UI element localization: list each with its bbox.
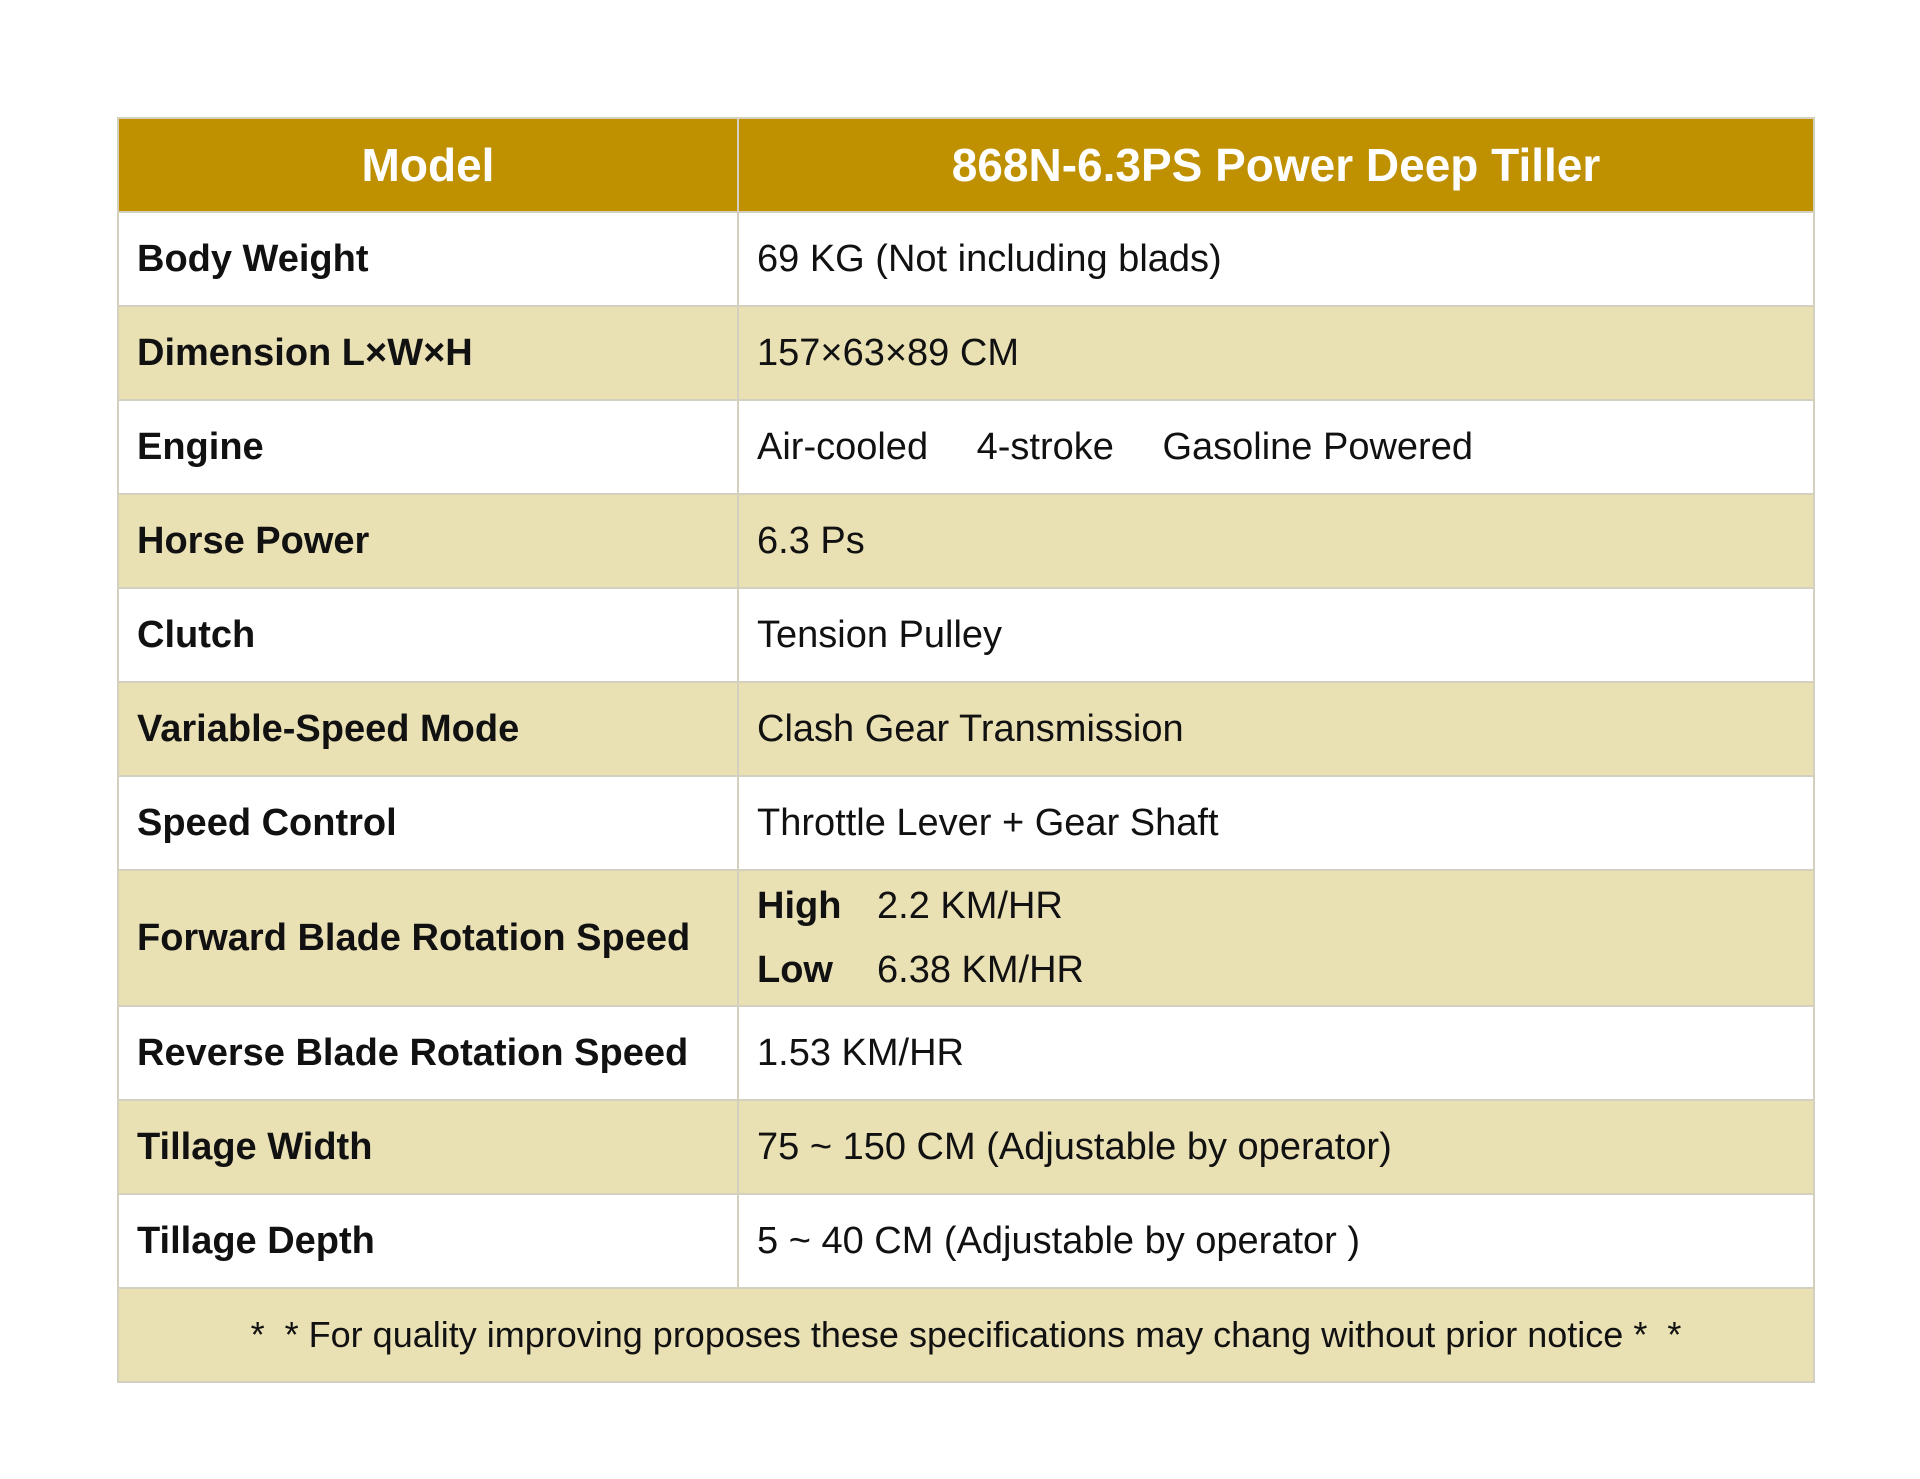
row-tillage-depth: Tillage Depth 5 ~ 40 CM (Adjustable by o… xyxy=(117,1193,1815,1289)
footnote-row: * * For quality improving proposes these… xyxy=(117,1287,1815,1383)
row-engine: Engine Air-cooled 4-stroke Gasoline Powe… xyxy=(117,399,1815,495)
label-horse-power: Horse Power xyxy=(117,493,739,589)
row-tillage-width: Tillage Width 75 ~ 150 CM (Adjustable by… xyxy=(117,1099,1815,1195)
label-variable-speed-mode: Variable-Speed Mode xyxy=(117,681,739,777)
row-dimension: Dimension L×W×H 157×63×89 CM xyxy=(117,305,1815,401)
forward-speed-low-label: Low xyxy=(757,949,833,991)
header-model: Model xyxy=(117,117,739,213)
footnote: * * For quality improving proposes these… xyxy=(117,1287,1815,1383)
value-horse-power: 6.3 Ps xyxy=(737,493,1815,589)
row-speed-control: Speed Control Throttle Lever + Gear Shaf… xyxy=(117,775,1815,871)
forward-speed-high-value: 2.2 KM/HR xyxy=(877,885,1063,927)
label-speed-control: Speed Control xyxy=(117,775,739,871)
forward-speed-high-label: High xyxy=(757,885,842,927)
row-horse-power: Horse Power 6.3 Ps xyxy=(117,493,1815,589)
value-dimension: 157×63×89 CM xyxy=(737,305,1815,401)
value-body-weight: 69 KG (Not including blads) xyxy=(737,211,1815,307)
label-reverse-blade-speed: Reverse Blade Rotation Speed xyxy=(117,1005,739,1101)
row-reverse-blade-speed: Reverse Blade Rotation Speed 1.53 KM/HR xyxy=(117,1005,1815,1101)
label-engine: Engine xyxy=(117,399,739,495)
label-forward-blade-speed: Forward Blade Rotation Speed xyxy=(117,869,739,1007)
header-row: Model 868N-6.3PS Power Deep Tiller xyxy=(117,117,1815,213)
value-reverse-blade-speed: 1.53 KM/HR xyxy=(737,1005,1815,1101)
value-engine: Air-cooled 4-stroke Gasoline Powered xyxy=(737,399,1815,495)
label-tillage-depth: Tillage Depth xyxy=(117,1193,739,1289)
value-forward-blade-speed: High 2.2 KM/HR Low 6.38 KM/HR xyxy=(737,869,1815,1007)
label-tillage-width: Tillage Width xyxy=(117,1099,739,1195)
row-forward-blade-speed: Forward Blade Rotation Speed High 2.2 KM/… xyxy=(117,869,1815,1007)
value-variable-speed-mode: Clash Gear Transmission xyxy=(737,681,1815,777)
forward-speed-high: High 2.2 KM/HR xyxy=(757,874,1795,938)
label-dimension: Dimension L×W×H xyxy=(117,305,739,401)
forward-speed-low: Low 6.38 KM/HR xyxy=(757,938,1795,1002)
header-product-name: 868N-6.3PS Power Deep Tiller xyxy=(737,117,1815,213)
forward-speed-low-value: 6.38 KM/HR xyxy=(877,949,1084,991)
label-body-weight: Body Weight xyxy=(117,211,739,307)
row-clutch: Clutch Tension Pulley xyxy=(117,587,1815,683)
row-variable-speed-mode: Variable-Speed Mode Clash Gear Transmiss… xyxy=(117,681,1815,777)
value-speed-control: Throttle Lever + Gear Shaft xyxy=(737,775,1815,871)
value-tillage-depth: 5 ~ 40 CM (Adjustable by operator ) xyxy=(737,1193,1815,1289)
value-tillage-width: 75 ~ 150 CM (Adjustable by operator) xyxy=(737,1099,1815,1195)
spec-table: Model 868N-6.3PS Power Deep Tiller Body … xyxy=(117,117,1815,1383)
value-clutch: Tension Pulley xyxy=(737,587,1815,683)
row-body-weight: Body Weight 69 KG (Not including blads) xyxy=(117,211,1815,307)
label-clutch: Clutch xyxy=(117,587,739,683)
